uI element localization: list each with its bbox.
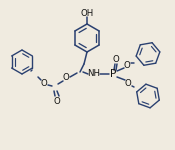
Text: O: O <box>125 78 131 87</box>
Text: O: O <box>124 61 130 70</box>
Text: P: P <box>110 69 116 79</box>
Text: NH: NH <box>88 69 100 78</box>
Text: O: O <box>54 96 60 105</box>
Text: O: O <box>41 78 47 87</box>
Text: O: O <box>63 74 69 82</box>
Text: O: O <box>113 54 119 63</box>
Text: OH: OH <box>80 9 94 18</box>
